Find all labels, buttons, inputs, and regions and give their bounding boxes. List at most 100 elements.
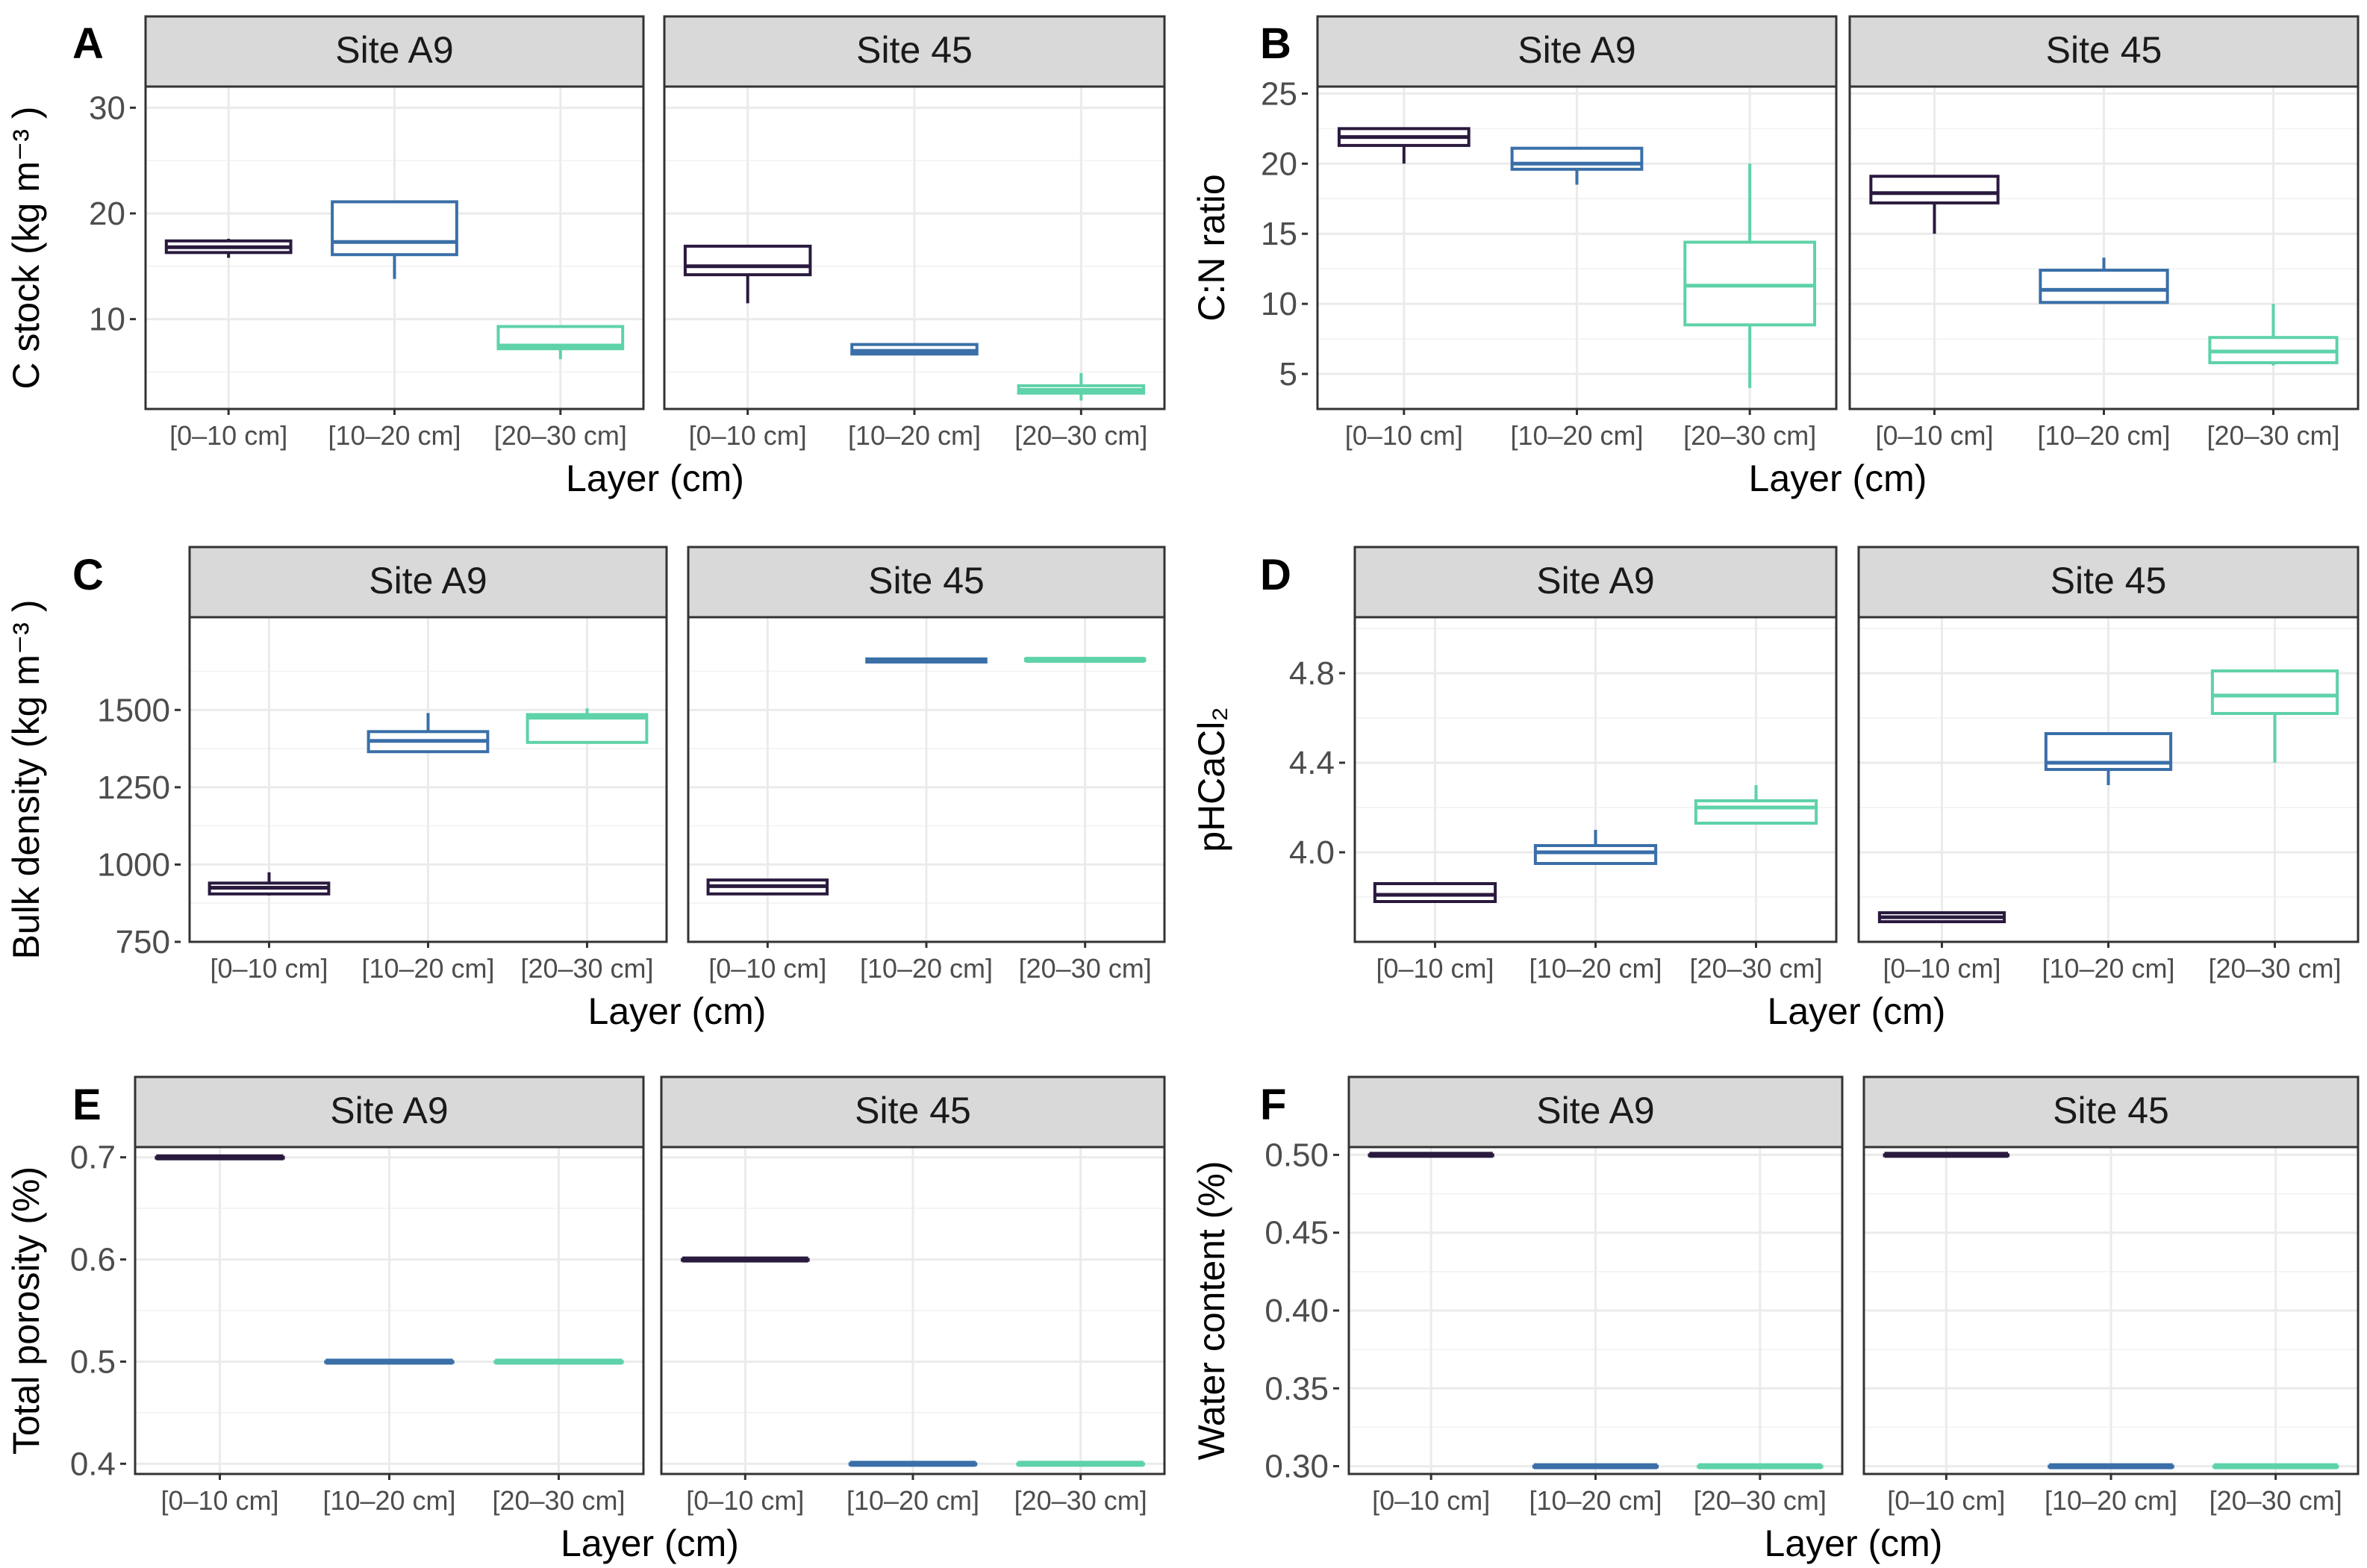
- facet-strip: [134, 1075, 645, 1149]
- box-3: [1694, 785, 1818, 825]
- y-tick-label: 20: [89, 196, 125, 232]
- facet-strip-label: Site 45: [868, 560, 985, 602]
- box-1: [208, 872, 331, 896]
- x-axis-title: Layer (cm): [1749, 457, 1927, 499]
- x-tick-label: [20–30 cm]: [494, 420, 627, 451]
- x-tick-label: [20–30 cm]: [520, 953, 653, 984]
- panel-letter: E: [72, 1081, 102, 1129]
- x-tick-label: [10–20 cm]: [2042, 953, 2174, 984]
- x-axis-title: Layer (cm): [1765, 1522, 1943, 1564]
- box-3: [493, 1358, 624, 1365]
- y-tick-label: 10: [89, 302, 125, 338]
- y-tick-label: 4.0: [1289, 834, 1335, 871]
- box-3: [2210, 669, 2339, 763]
- x-tick-label: [0–10 cm]: [1883, 953, 2000, 984]
- y-tick-label: 0.50: [1264, 1137, 1329, 1173]
- facet-site-45: Site 45 [0–10 cm] [10–20 cm] [20–30 cm]: [660, 1075, 1166, 1516]
- x-tick-label: [0–10 cm]: [1345, 420, 1463, 451]
- box-2: [2044, 732, 2173, 785]
- facet-site-a9: Site A9 [0–10 cm] [10–20 cm] [20–30 cm]: [1347, 1075, 1844, 1516]
- facet-site-a9: Site A9 [0–10 cm] [10–20 cm] [20–30 cm]: [1316, 15, 1838, 451]
- y-axis-title: Water content (%): [1191, 1161, 1232, 1460]
- x-tick-label: [10–20 cm]: [322, 1485, 455, 1516]
- y-tick-label: 0.35: [1264, 1370, 1329, 1407]
- panel-letter: D: [1260, 551, 1291, 599]
- facet-site-45: Site 45 [0–10 cm] [10–20 cm] [20–30 cm]: [1862, 1075, 2360, 1516]
- facet-strip-label: Site 45: [855, 1090, 971, 1131]
- x-tick-label: [20–30 cm]: [2209, 1485, 2342, 1516]
- x-tick-label: [0–10 cm]: [169, 420, 287, 451]
- facet-site-45: Site 45 [0–10 cm] [10–20 cm] [20–30 cm]: [1848, 15, 2360, 451]
- x-tick-label: [10–20 cm]: [848, 420, 981, 451]
- facet-strip-label: Site A9: [330, 1090, 448, 1131]
- panel-a: A C stock (kg m⁻³ ) 10 20 30 Layer (cm) Site A…: [5, 15, 1166, 499]
- box-2: [367, 713, 490, 754]
- box-1: [683, 244, 812, 304]
- box-body: [331, 200, 458, 257]
- panel-b: B C:N ratio 5 10 15 20 25 Layer (cm) Site A9 [0–1…: [1191, 15, 2360, 499]
- x-axis-title: Layer (cm): [588, 990, 767, 1032]
- x-tick-label: [10–20 cm]: [860, 953, 993, 984]
- x-tick-label: [0–10 cm]: [1887, 1485, 2005, 1516]
- x-tick-label: [20–30 cm]: [1694, 1485, 1827, 1516]
- box-3: [2208, 304, 2339, 366]
- x-tick-label: [10–20 cm]: [1529, 953, 1662, 984]
- y-tick-label: 4.8: [1289, 655, 1335, 692]
- box-2: [2039, 257, 2169, 304]
- box-body: [1510, 146, 1644, 171]
- x-tick-label: [10–20 cm]: [361, 953, 494, 984]
- box-2: [1510, 146, 1644, 185]
- y-tick-label: 20: [1261, 146, 1297, 182]
- x-tick-label: [20–30 cm]: [1014, 1485, 1147, 1516]
- y-tick-label: 1000: [97, 846, 170, 883]
- facet-strip: [1353, 546, 1838, 619]
- y-tick-label: 4.4: [1289, 745, 1335, 781]
- y-tick-label: 0.7: [70, 1140, 116, 1176]
- x-tick-label: [20–30 cm]: [1014, 420, 1147, 451]
- x-tick-label: [20–30 cm]: [1683, 420, 1816, 451]
- facet-site-a9: Site A9 [0–10 cm] [10–20 cm] [20–30 cm]: [144, 15, 645, 451]
- facet-strip-label: Site 45: [2046, 29, 2162, 71]
- x-tick-label: [10–20 cm]: [846, 1485, 979, 1516]
- y-axis-title: C stock (kg m⁻³ ): [5, 106, 47, 389]
- y-tick-label: 0.4: [70, 1446, 116, 1482]
- facet-strip: [188, 546, 668, 619]
- box-1: [1337, 127, 1471, 164]
- y-axis-title: pHCaCl₂: [1191, 707, 1232, 852]
- y-tick-label: 0.6: [70, 1242, 116, 1278]
- y-axis-title: Bulk density (kg m⁻³ ): [5, 599, 47, 959]
- y-tick-label: 750: [116, 924, 170, 961]
- facet-strip-label: Site 45: [856, 29, 973, 71]
- x-tick-label: [10–20 cm]: [1529, 1485, 1662, 1516]
- box-body: [1683, 240, 1817, 327]
- x-tick-label: [20–30 cm]: [2207, 420, 2339, 451]
- box-1: [164, 238, 293, 258]
- facet-strip-label: Site 45: [2053, 1090, 2169, 1131]
- x-tick-label: [0–10 cm]: [689, 420, 807, 451]
- facet-strip-label: Site A9: [1536, 1090, 1654, 1131]
- panel-letter: B: [1260, 19, 1291, 68]
- box-body: [1373, 882, 1497, 903]
- facet-strip: [1862, 1075, 2360, 1149]
- y-tick-label: 0.30: [1264, 1449, 1329, 1485]
- box-2: [324, 1358, 455, 1365]
- facet-strip: [1848, 15, 2360, 88]
- y-tick-label: 1500: [97, 692, 170, 728]
- facet-site-a9: Site A9 [0–10 cm] [10–20 cm] [20–30 cm]: [1353, 546, 1838, 984]
- box-3: [1023, 657, 1147, 663]
- y-tick-label: 10: [1261, 286, 1297, 322]
- facet-strip-label: Site A9: [335, 29, 453, 71]
- box-1: [706, 878, 829, 896]
- facet-site-45: Site 45 [0–10 cm] [10–20 cm] [20–30 cm]: [1857, 546, 2360, 984]
- x-tick-label: [0–10 cm]: [708, 953, 826, 984]
- box-2: [850, 343, 979, 356]
- y-tick-label: 30: [89, 90, 125, 126]
- box-1: [681, 1256, 810, 1263]
- panel-e: E Total porosity (%) 0.4 0.5 0.6 0.7 Layer (cm…: [5, 1075, 1166, 1564]
- facet-strip: [1316, 15, 1838, 88]
- x-tick-label: [0–10 cm]: [210, 953, 328, 984]
- facet-strip: [687, 546, 1166, 619]
- y-axis-title: C:N ratio: [1191, 174, 1232, 321]
- facet-site-a9: Site A9 [0–10 cm] [10–20 cm] [20–30 cm]: [134, 1075, 645, 1516]
